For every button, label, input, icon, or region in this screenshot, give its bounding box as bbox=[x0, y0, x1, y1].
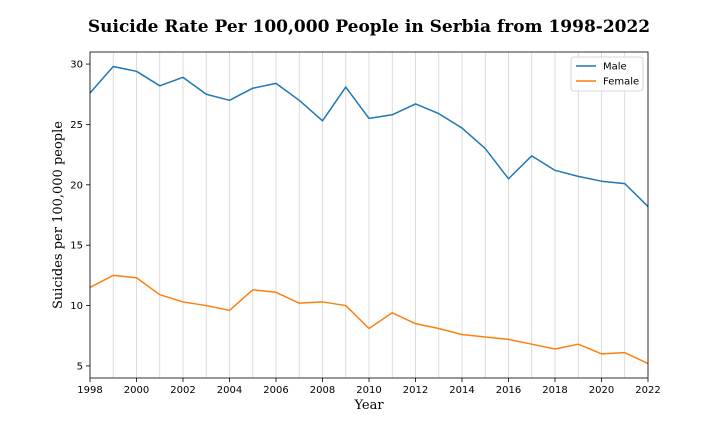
x-tick-label: 2018 bbox=[542, 385, 567, 396]
data-point-female-2017 bbox=[530, 343, 533, 346]
data-point-female-2019 bbox=[577, 343, 580, 346]
legend-label-male: Male bbox=[603, 62, 627, 73]
legend-label-female: Female bbox=[603, 77, 639, 88]
data-point-female-2000 bbox=[135, 276, 138, 279]
y-axis-ticks: 5 10 15 20 25 30 bbox=[70, 60, 90, 372]
data-point-male-2013 bbox=[437, 112, 440, 115]
data-point-female-2007 bbox=[298, 302, 301, 305]
data-point-female-2006 bbox=[275, 291, 278, 294]
x-tick-label: 2022 bbox=[635, 385, 660, 396]
series-layer bbox=[89, 65, 649, 365]
data-point-male-2001 bbox=[158, 84, 161, 87]
data-point-male-2014 bbox=[461, 127, 464, 130]
y-tick-label: 25 bbox=[70, 120, 83, 131]
data-point-male-2007 bbox=[298, 99, 301, 102]
data-point-male-2008 bbox=[321, 119, 324, 122]
data-point-male-2015 bbox=[484, 147, 487, 150]
data-point-male-1999 bbox=[112, 65, 115, 68]
legend: Male Female bbox=[570, 56, 644, 92]
x-tick-label: 2004 bbox=[217, 385, 242, 396]
x-tick-label: 2006 bbox=[263, 385, 288, 396]
data-point-female-2012 bbox=[414, 322, 417, 325]
data-point-female-2014 bbox=[461, 333, 464, 336]
x-tick-label: 2002 bbox=[170, 385, 195, 396]
data-point-female-2009 bbox=[344, 304, 347, 307]
data-point-female-2005 bbox=[251, 288, 254, 291]
data-point-female-2003 bbox=[205, 304, 208, 307]
x-tick-label: 2020 bbox=[589, 385, 614, 396]
data-point-female-2021 bbox=[623, 351, 626, 354]
data-point-female-2010 bbox=[368, 327, 371, 330]
y-tick-label: 10 bbox=[70, 301, 83, 312]
x-tick-label: 2016 bbox=[496, 385, 521, 396]
x-axis-label: Year bbox=[353, 398, 384, 413]
data-point-female-2001 bbox=[158, 293, 161, 296]
series-female bbox=[89, 274, 649, 365]
data-point-male-2000 bbox=[135, 70, 138, 73]
x-tick-label: 2010 bbox=[356, 385, 381, 396]
data-point-male-2016 bbox=[507, 177, 510, 180]
x-tick-label: 1998 bbox=[77, 385, 102, 396]
series-male bbox=[89, 65, 649, 208]
data-point-male-2002 bbox=[182, 76, 185, 79]
x-tick-label: 2008 bbox=[310, 385, 335, 396]
data-point-male-2004 bbox=[228, 99, 231, 102]
data-point-female-1999 bbox=[112, 274, 115, 277]
data-point-male-2020 bbox=[600, 180, 603, 183]
data-point-male-2012 bbox=[414, 102, 417, 105]
chart-title: Suicide Rate Per 100,000 People in Serbi… bbox=[88, 17, 650, 37]
x-tick-label: 2012 bbox=[403, 385, 428, 396]
data-point-male-2005 bbox=[251, 87, 254, 90]
data-point-male-2006 bbox=[275, 82, 278, 85]
data-point-female-2015 bbox=[484, 335, 487, 338]
data-point-female-2018 bbox=[554, 348, 557, 351]
data-point-male-2003 bbox=[205, 93, 208, 96]
y-axis-label: Suicides per 100,000 people bbox=[51, 121, 66, 309]
series-line-male bbox=[89, 65, 649, 208]
y-tick-label: 15 bbox=[70, 241, 83, 252]
y-tick-label: 5 bbox=[77, 361, 83, 372]
data-point-female-2008 bbox=[321, 300, 324, 303]
data-point-female-2011 bbox=[391, 311, 394, 314]
data-point-male-2018 bbox=[554, 169, 557, 172]
data-point-male-2021 bbox=[623, 182, 626, 185]
data-point-male-2009 bbox=[344, 86, 347, 89]
data-point-female-2020 bbox=[600, 352, 603, 355]
y-tick-label: 30 bbox=[70, 60, 83, 71]
data-point-male-2011 bbox=[391, 113, 394, 116]
series-line-female bbox=[89, 274, 649, 365]
data-point-male-2019 bbox=[577, 175, 580, 178]
x-tick-label: 2014 bbox=[449, 385, 474, 396]
y-tick-label: 20 bbox=[70, 180, 83, 191]
data-point-male-2010 bbox=[368, 117, 371, 120]
data-point-female-2013 bbox=[437, 327, 440, 330]
data-point-male-2017 bbox=[530, 154, 533, 157]
data-point-female-2016 bbox=[507, 338, 510, 341]
x-axis-ticks: 1998 2000 2002 2004 2006 2008 2010 2012 2014 2016… bbox=[77, 378, 661, 396]
data-point-female-2002 bbox=[182, 300, 185, 303]
data-point-female-2004 bbox=[228, 309, 231, 312]
x-tick-label: 2000 bbox=[124, 385, 149, 396]
